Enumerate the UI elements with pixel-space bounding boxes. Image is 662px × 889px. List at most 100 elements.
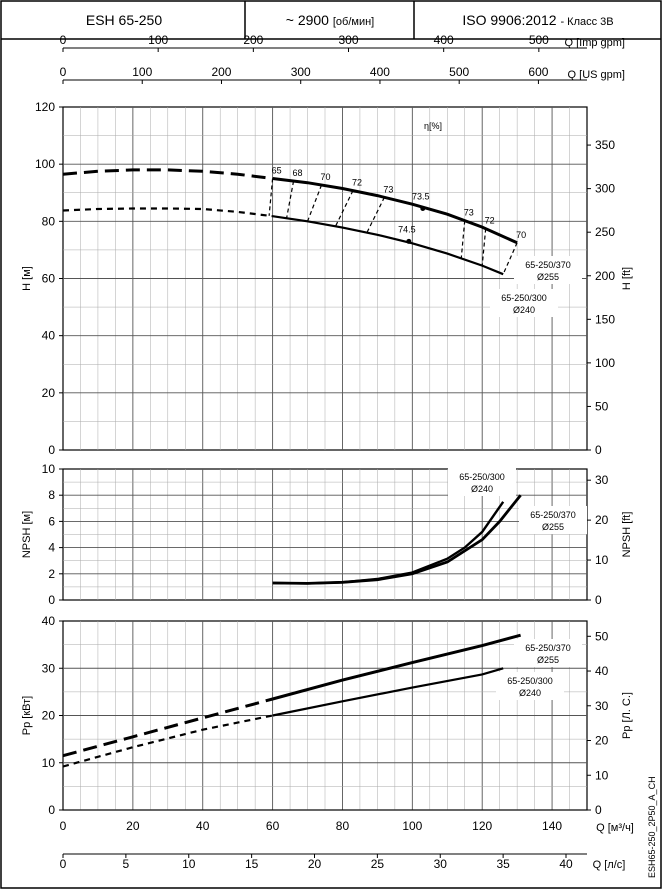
head-y2tick-label: 100 <box>595 356 615 370</box>
head-series-255-label: 65-250/370 <box>525 260 571 270</box>
head-curve-240-solid-segment <box>272 215 504 276</box>
power-ylabel: Pp [кВт] <box>21 696 33 735</box>
head-y2tick-label: 250 <box>595 225 615 239</box>
efficiency-label: 73 <box>383 184 393 194</box>
npsh-curve-240-solid-segment <box>272 501 505 585</box>
x-axis-label: Q [м³/ч] <box>596 822 634 834</box>
efficiency-label: 72 <box>485 216 495 226</box>
top-axis-tick-label: 600 <box>528 65 548 79</box>
side-code: ESH65-250_2P50_A_CH <box>647 776 657 878</box>
npsh-series-240-label-bg <box>448 468 516 496</box>
head-y2tick-label: 150 <box>595 312 615 326</box>
npsh-ytick-label: 2 <box>48 567 55 581</box>
npsh-y2label: NPSH [ft] <box>621 512 633 558</box>
x-tick-label: 140 <box>542 819 562 833</box>
efficiency-label: 65 <box>272 165 282 175</box>
x2-tick-label: 35 <box>496 857 510 871</box>
power-y2tick-label: 30 <box>595 699 609 713</box>
power-series-240-label: 65-250/300 <box>507 676 553 686</box>
x-tick-label: 20 <box>126 819 140 833</box>
npsh-y2tick-label: 0 <box>595 593 602 607</box>
npsh-y2tick-label: 20 <box>595 513 609 527</box>
head-series-240-sublabel: Ø240 <box>513 305 535 315</box>
x-tick-label: 120 <box>472 819 492 833</box>
head-series-255-label-bg <box>514 256 582 284</box>
curve-layer <box>62 168 522 768</box>
top-axis-tick-label: 400 <box>434 33 454 47</box>
power-y2tick-label: 20 <box>595 734 609 748</box>
x-tick-label: 80 <box>336 819 350 833</box>
efficiency-line <box>306 184 323 222</box>
npsh-ytick-label: 4 <box>48 541 55 555</box>
power-y2tick-label: 10 <box>595 768 609 782</box>
head-ylabel: H [м] <box>21 266 33 291</box>
head-series-240-label-bg <box>490 289 558 317</box>
top-axis-tick-label: 300 <box>291 65 311 79</box>
x2-tick-label: 20 <box>308 857 322 871</box>
head-curve-255-dashed-segment <box>62 168 273 180</box>
grid-layer <box>59 47 591 858</box>
power-y2tick-label: 40 <box>595 664 609 678</box>
x2-tick-label: 0 <box>60 857 67 871</box>
npsh-series-255-label-bg <box>519 506 587 534</box>
x2-tick-label: 25 <box>371 857 385 871</box>
head-curve-255-solid-segment <box>272 177 518 245</box>
efficiency-line <box>268 178 274 216</box>
head-ytick-label: 0 <box>48 443 55 457</box>
head-ytick-label: 120 <box>35 100 55 114</box>
power-series-255-label: 65-250/370 <box>525 643 571 653</box>
npsh-series-255-label: 65-250/370 <box>530 510 576 520</box>
x-tick-label: 100 <box>402 819 422 833</box>
npsh-series-240-label: 65-250/300 <box>459 472 505 482</box>
efficiency-line <box>502 242 518 275</box>
head-y2tick-label: 200 <box>595 269 615 283</box>
header-model: ESH 65-250 <box>86 12 162 28</box>
npsh-y2tick-label: 30 <box>595 473 609 487</box>
efficiency-label: 73 <box>464 208 474 218</box>
npsh-ytick-label: 8 <box>48 488 55 502</box>
head-y2tick-label: 0 <box>595 443 602 457</box>
top-axis-tick-label: 400 <box>370 65 390 79</box>
efficiency-line <box>285 180 295 219</box>
efficiency-point <box>420 205 426 211</box>
head-ytick-label: 60 <box>42 272 56 286</box>
head-ytick-label: 80 <box>42 214 56 228</box>
power-series-255-sublabel: Ø255 <box>537 655 559 665</box>
npsh-curve-255-solid-segment <box>272 494 522 585</box>
power-ytick-label: 0 <box>48 803 55 817</box>
x2-tick-label: 15 <box>245 857 259 871</box>
top-axis-tick-label: 100 <box>132 65 152 79</box>
efficiency-line <box>481 228 487 266</box>
top-axis-tick-label: 200 <box>243 33 263 47</box>
header-speed: ~ 2900 [об/мин] <box>286 12 374 28</box>
npsh-ytick-label: 0 <box>48 593 55 607</box>
efficiency-axis-label: η[%] <box>424 121 442 131</box>
x-tick-label: 40 <box>196 819 210 833</box>
x2-tick-label: 40 <box>559 857 573 871</box>
head-y2label: H [ft] <box>621 267 633 290</box>
power-series-240-sublabel: Ø240 <box>519 688 541 698</box>
x2-tick-label: 5 <box>123 857 130 871</box>
power-curve-240-dashed-segment <box>62 714 273 768</box>
power-y2tick-label: 0 <box>595 803 602 817</box>
head-ytick-label: 40 <box>42 329 56 343</box>
x2-tick-label: 10 <box>182 857 196 871</box>
head-series-255-sublabel: Ø255 <box>537 272 559 282</box>
npsh-ytick-label: 6 <box>48 514 55 528</box>
efficiency-point-label: 73.5 <box>412 191 430 201</box>
top-axis-tick-label: 500 <box>449 65 469 79</box>
top-axis-tick-label: 0 <box>60 65 67 79</box>
x2-axis-label: Q [л/с] <box>593 859 626 871</box>
top-axis-tick-label: 500 <box>529 33 549 47</box>
head-ytick-label: 100 <box>35 157 55 171</box>
header-standard: ISO 9906:2012 - Класс 3В <box>462 12 613 28</box>
efficiency-label: 72 <box>352 178 362 188</box>
power-ytick-label: 40 <box>42 614 56 628</box>
power-ytick-label: 10 <box>42 756 56 770</box>
x-tick-label: 0 <box>60 819 67 833</box>
npsh-ytick-label: 10 <box>42 462 56 476</box>
head-ytick-label: 20 <box>42 386 56 400</box>
power-y2label: Pp [Л. С.] <box>621 692 633 739</box>
